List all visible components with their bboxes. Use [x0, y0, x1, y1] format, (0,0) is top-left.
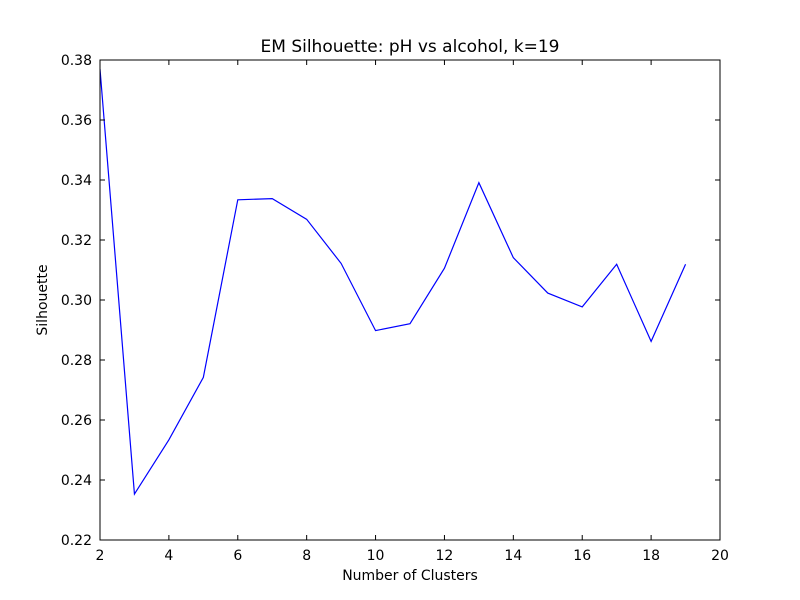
plot-frame	[99, 59, 721, 541]
chart-title: EM Silhouette: pH vs alcohol, k=19	[261, 37, 560, 57]
x-tick-label: 8	[302, 548, 311, 564]
x-tick-label: 12	[436, 548, 454, 564]
plot-area	[99, 59, 721, 541]
y-tick-label: 0.32	[61, 233, 92, 249]
y-tick-label: 0.24	[61, 473, 92, 489]
x-axis: 2 4 6 8 10 12 14 16 18 20	[96, 60, 729, 564]
x-tick-label: 2	[96, 548, 105, 564]
y-tick-label: 0.34	[61, 173, 92, 189]
x-tick-label: 20	[711, 548, 729, 564]
x-tick-label: 10	[367, 548, 385, 564]
y-axis-label: Silhouette	[35, 264, 51, 335]
y-tick-label: 0.26	[61, 413, 92, 429]
y-tick-label: 0.22	[61, 533, 92, 549]
y-axis: 0.22 0.24 0.26 0.28 0.30 0.32 0.34 0.36 0.38	[61, 53, 720, 549]
x-tick-label: 6	[233, 548, 242, 564]
x-tick-label: 16	[573, 548, 591, 564]
y-tick-label: 0.36	[61, 113, 92, 129]
series-line-0	[100, 68, 687, 496]
y-tick-label: 0.28	[61, 353, 92, 369]
x-tick-label: 4	[164, 548, 173, 564]
y-tick-label: 0.38	[61, 53, 92, 69]
x-tick-label: 14	[504, 548, 522, 564]
x-tick-label: 18	[642, 548, 660, 564]
y-tick-label: 0.30	[61, 293, 92, 309]
x-axis-label: Number of Clusters	[342, 568, 478, 584]
